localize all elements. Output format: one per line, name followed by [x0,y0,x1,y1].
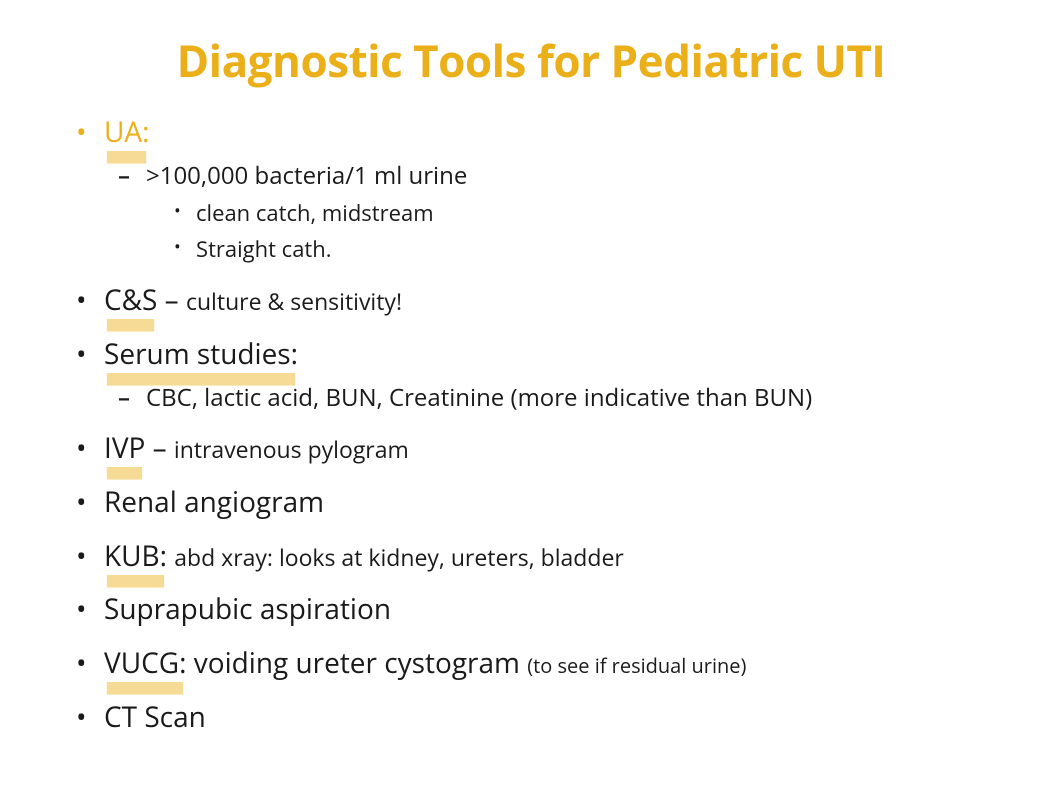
list-item-lead: C&S [104,281,157,319]
list-item: clean catch, midstream [170,198,1002,230]
list-item: CBC, lactic acid, BUN, Creatinine (more … [112,382,1002,414]
list-item-text: Straight cath. [196,234,332,264]
list-item-rest: – [145,429,174,467]
slide-container: Diagnostic Tools for Pediatric UTI UA: >1… [0,0,1062,797]
list-item-text: CBC, lactic acid, BUN, Creatinine (more … [146,381,812,414]
list-item: Serum studies: CBC, lactic acid, BUN, Cre… [68,336,1002,414]
list-item: Suprapubic aspiration [68,591,1002,629]
list-item-text: >100,000 bacteria/1 ml urine [146,159,467,192]
list-item-lead: Suprapubic aspiration [104,590,391,628]
list-item-lead: UA: [104,113,149,151]
list-item-lead: IVP [104,429,145,467]
list-item-rest: – [157,281,186,319]
list-item: C&S – culture & sensitivity! [68,282,1002,320]
bullet-list-level2: >100,000 bacteria/1 ml urine clean catch,… [112,160,1002,266]
list-item: >100,000 bacteria/1 ml urine clean catch,… [112,160,1002,266]
bullet-list-level3: clean catch, midstream Straight cath. [170,198,1002,266]
list-item-text: clean catch, midstream [196,198,434,228]
list-item: KUB: abd xray: looks at kidney, ureters,… [68,538,1002,576]
list-item: IVP – intravenous pylogram [68,430,1002,468]
bullet-list-level2: CBC, lactic acid, BUN, Creatinine (more … [112,382,1002,414]
list-item: Renal angiogram [68,484,1002,522]
list-item-sub: intravenous pylogram [174,433,409,465]
list-item-sub: abd xray: looks at kidney, ureters, blad… [174,541,623,573]
list-item: VUCG: voiding ureter cystogram (to see i… [68,645,1002,683]
bullet-list-level1: UA: >100,000 bacteria/1 ml urine clean cat… [68,114,1002,737]
list-item: CT Scan [68,699,1002,737]
list-item-lead: VUCG: [104,644,186,682]
list-item: UA: >100,000 bacteria/1 ml urine clean cat… [68,114,1002,266]
slide-title: Diagnostic Tools for Pediatric UTI [60,30,1002,90]
list-item-lead: Renal angiogram [104,483,324,521]
list-item-lead: CT Scan [104,698,206,736]
list-item-lead: Serum studies: [104,335,298,373]
list-item-rest: voiding ureter cystogram [186,644,527,682]
list-item-sub-small: (to see if residual urine) [527,652,746,679]
list-item-sub: culture & sensitivity! [186,285,402,317]
list-item: Straight cath. [170,234,1002,266]
list-item-lead: KUB: [104,537,167,575]
